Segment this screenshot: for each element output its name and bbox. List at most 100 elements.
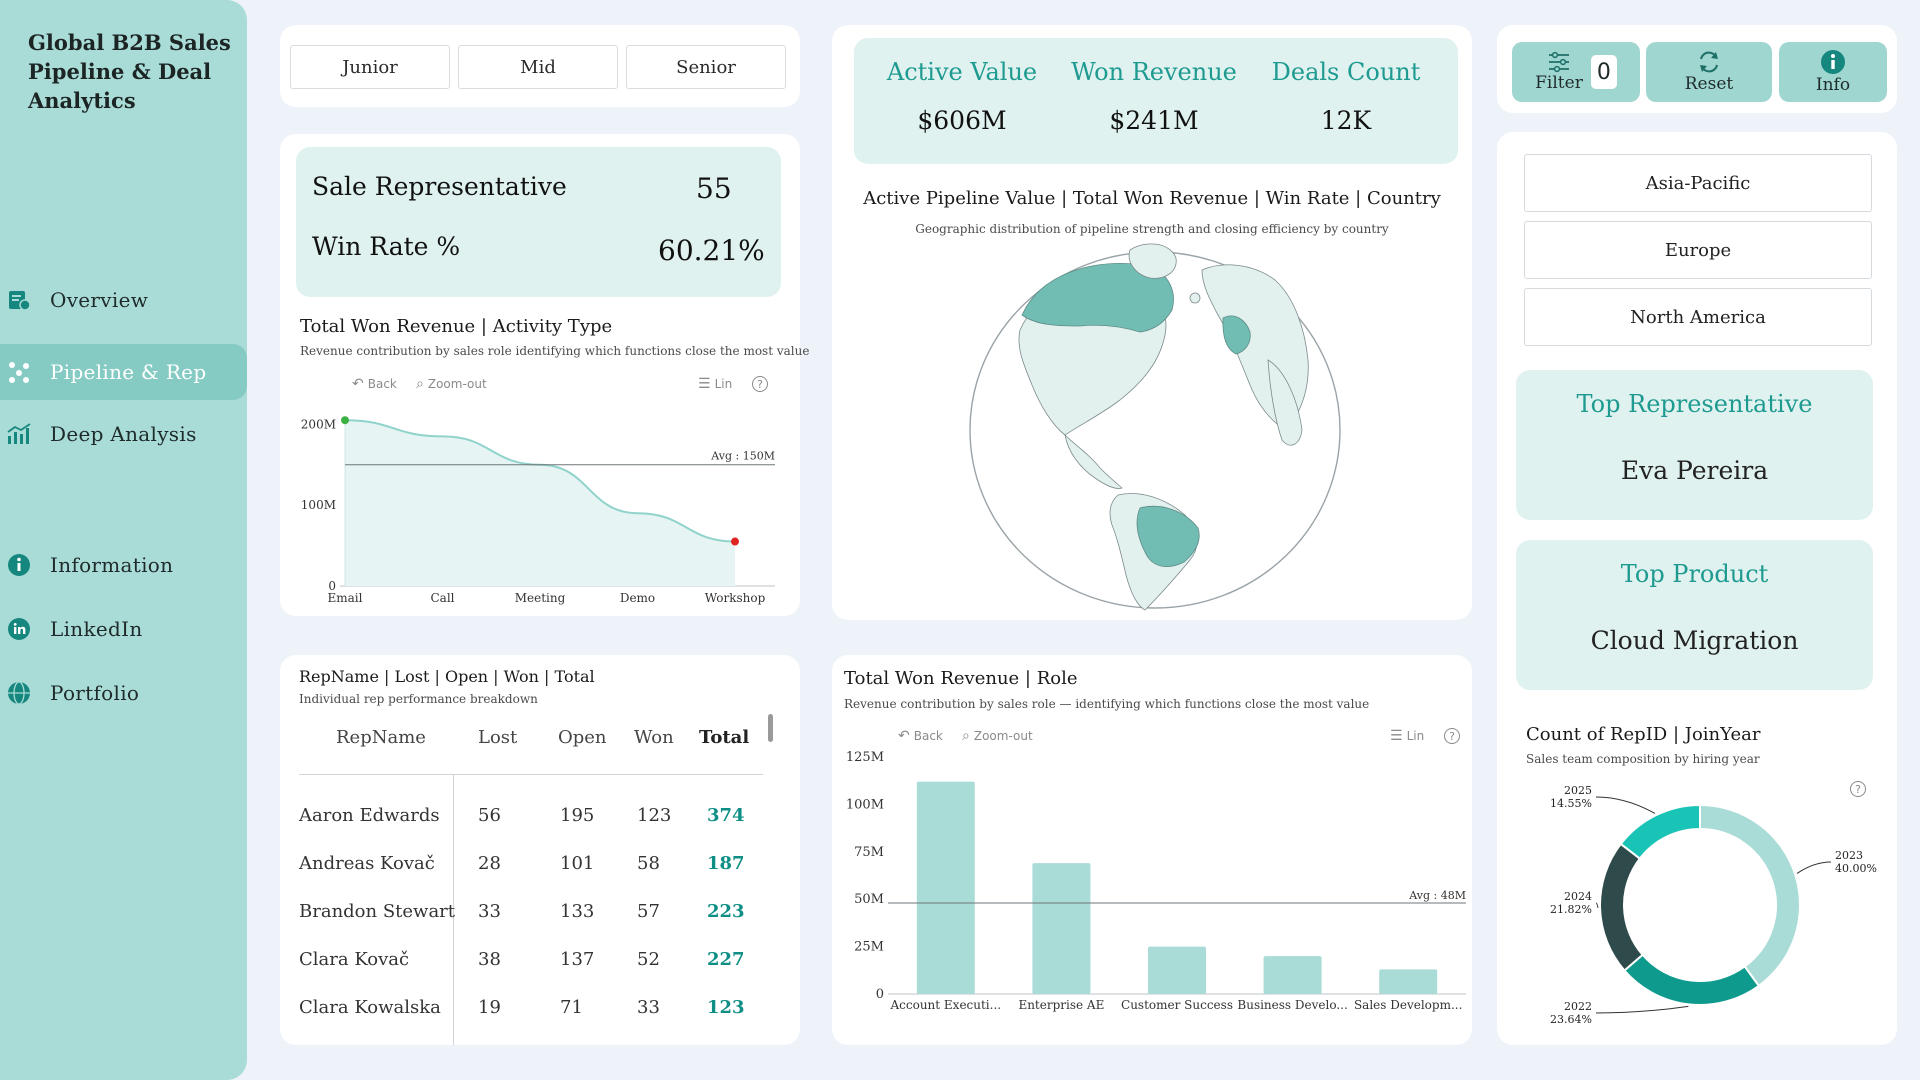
col-header-open[interactable]: Open (558, 727, 607, 748)
activity-zoom-out-button[interactable]: ⌕ Zoom-out (416, 376, 487, 392)
col-header-repname[interactable]: RepName (336, 727, 426, 748)
region-north-america-button[interactable]: North America (1524, 288, 1872, 346)
x-tick-label: Enterprise AE (1018, 998, 1104, 1012)
x-tick-label: Account Executi... (889, 998, 1001, 1012)
top-product-card: Top Product Cloud Migration (1516, 540, 1873, 690)
nav-label-overview: Overview (50, 288, 149, 312)
info-button[interactable]: Info (1779, 42, 1887, 102)
map-country-iceland[interactable] (1189, 292, 1201, 304)
cell-total: 187 (707, 853, 745, 874)
pipeline-icon (6, 359, 32, 385)
col-header-won[interactable]: Won (634, 727, 674, 748)
leader-line (1595, 902, 1599, 909)
filter-icon (1548, 51, 1569, 73)
analysis-icon (6, 421, 32, 447)
x-tick-label: Workshop (705, 591, 766, 605)
col-header-total[interactable]: Total (699, 727, 750, 748)
seniority-mid-button[interactable]: Mid (458, 45, 618, 89)
sale-rep-value: 55 (696, 172, 732, 205)
nav-label-linkedin: LinkedIn (50, 617, 143, 641)
cell-repname: Brandon Stewart (299, 901, 456, 922)
rep-table-panel: RepName | Lost | Open | Won | Total Indi… (280, 655, 800, 1045)
list-icon: ☰ (1390, 728, 1403, 744)
table-header-divider (299, 774, 763, 775)
cell-lost: 33 (478, 901, 501, 922)
table-row[interactable]: Clara Marin4713066243 (280, 1033, 800, 1045)
cell-open: 137 (560, 949, 595, 970)
nav-item-information[interactable]: Information (0, 537, 247, 593)
portfolio-icon (6, 680, 32, 706)
table-row[interactable]: Clara Kovač 38 137 52 227 (280, 937, 800, 985)
top-product-value: Cloud Migration (1590, 626, 1799, 655)
slice-label: 2025 (1564, 784, 1592, 797)
y-tick-label: 100M (301, 498, 336, 512)
filter-button[interactable]: Filter 0 (1512, 42, 1640, 102)
donut-slice (1599, 842, 1644, 972)
top-representative-label: Top Representative (1576, 390, 1813, 418)
cell-won: 33 (637, 997, 660, 1018)
cell-repname: Andreas Kovač (299, 853, 435, 874)
region-europe-button[interactable]: Europe (1524, 221, 1872, 279)
app-title-line-1: Global B2B Sales (28, 30, 231, 55)
col-header-lost[interactable]: Lost (478, 727, 518, 748)
map-country-canada[interactable] (1021, 263, 1174, 333)
bar (1379, 969, 1438, 994)
table-row[interactable]: Clara Kowalska 19 71 33 123 (280, 985, 800, 1033)
zoom-icon: ⌕ (416, 376, 424, 392)
table-scrollbar[interactable] (768, 714, 773, 742)
slice-pct-label: 23.64% (1550, 1013, 1592, 1026)
overview-icon (6, 287, 32, 313)
map-country-brazil[interactable] (1136, 505, 1200, 567)
cell-open: 101 (560, 853, 595, 874)
top-kpi-card (854, 38, 1458, 164)
joinyear-help-icon[interactable]: ? (1850, 781, 1866, 797)
role-lin-button[interactable]: ☰ Lin (1390, 728, 1424, 744)
x-tick-label: Meeting (515, 591, 566, 605)
role-zoom-out-button[interactable]: ⌕ Zoom-out (962, 728, 1033, 744)
deals-count-value: 12K (1320, 106, 1372, 135)
bar (1032, 863, 1091, 994)
map-country-mexico[interactable] (1064, 433, 1123, 489)
table-row[interactable]: Aaron Edwards 56 195 123 374 (280, 793, 800, 841)
reset-button[interactable]: Reset (1646, 42, 1772, 102)
activity-chart-subtitle: Revenue contribution by sales role ident… (300, 344, 810, 358)
nav-item-deep-analysis[interactable]: Deep Analysis (0, 406, 247, 462)
slice-label: 2024 (1564, 890, 1592, 903)
table-row[interactable]: Andreas Kovač 28 101 58 187 (280, 841, 800, 889)
role-back-button[interactable]: ↶ Back (898, 728, 943, 744)
x-tick-label: Email (328, 591, 363, 605)
activity-help-icon[interactable]: ? (752, 376, 768, 392)
nav-item-pipeline-rep[interactable]: Pipeline & Rep (0, 344, 247, 400)
info-icon (1821, 50, 1845, 74)
joinyear-chart-title: Count of RepID | JoinYear (1526, 724, 1761, 745)
activity-back-button[interactable]: ↶ Back (352, 376, 397, 392)
deals-count-label: Deals Count (1271, 58, 1421, 86)
cell-open: 195 (560, 805, 595, 826)
region-asia-pacific-button[interactable]: Asia-Pacific (1524, 154, 1872, 212)
win-rate-label: Win Rate % (312, 232, 461, 261)
table-row[interactable]: Brandon Stewart 33 133 57 223 (280, 889, 800, 937)
seniority-senior-button[interactable]: Senior (626, 45, 786, 89)
x-tick-label: Demo (620, 591, 655, 605)
cell-repname: Clara Kovač (299, 949, 410, 970)
map-country-greenland[interactable] (1128, 243, 1177, 279)
nav-item-portfolio[interactable]: Portfolio (0, 665, 247, 721)
rep-kpi-card (296, 147, 781, 297)
seniority-junior-button[interactable]: Junior (290, 45, 450, 89)
win-rate-value: 60.21% (658, 234, 765, 267)
slice-label: 2023 (1835, 849, 1863, 862)
y-tick-label: 200M (301, 417, 336, 431)
role-zoom-label: Zoom-out (973, 729, 1033, 743)
country-map[interactable] (940, 240, 1350, 620)
nav-item-overview[interactable]: Overview (0, 272, 247, 328)
nav-label-pipeline-rep: Pipeline & Rep (50, 360, 207, 384)
map-country-africa[interactable] (1267, 359, 1303, 446)
role-help-icon[interactable]: ? (1444, 728, 1460, 744)
activity-lin-button[interactable]: ☰ Lin (698, 376, 732, 392)
cell-open: 71 (560, 997, 583, 1018)
nav-item-linkedin[interactable]: LinkedIn (0, 601, 247, 657)
map-country-germany[interactable] (1222, 315, 1251, 355)
app-title: Global B2B Sales Pipeline & Deal Analyti… (28, 28, 238, 115)
filter-label: Filter (1535, 73, 1583, 93)
